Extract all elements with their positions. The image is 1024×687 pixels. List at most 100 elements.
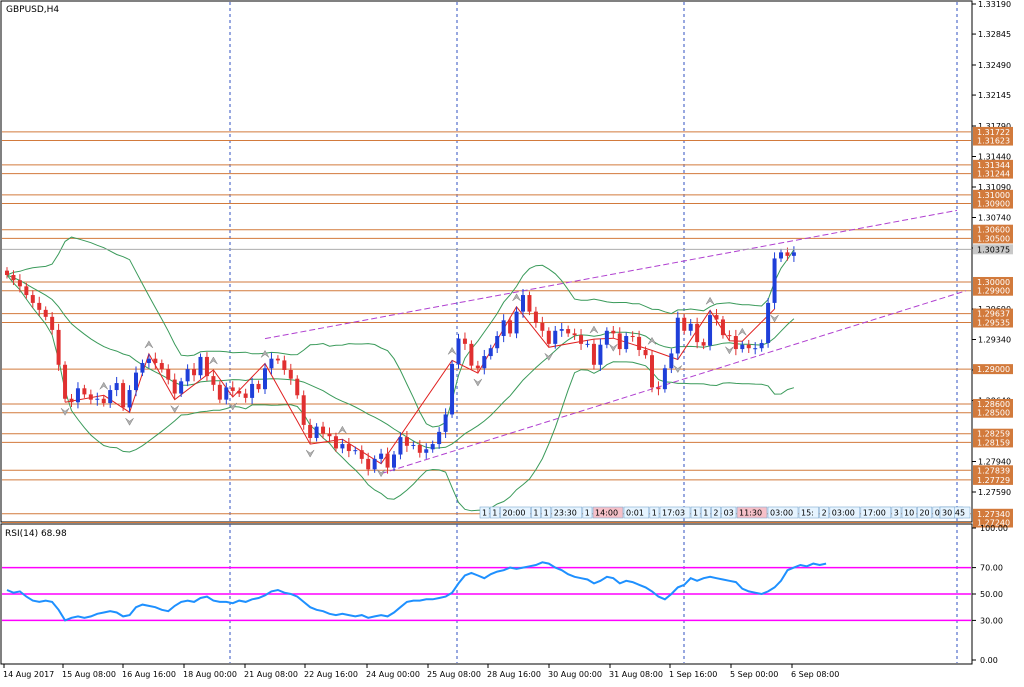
candle-body [740, 344, 745, 350]
level-price-label: 1.31722 [977, 128, 1010, 137]
candle-body [211, 376, 216, 385]
time-tick-label: 1 Sep 16:00 [669, 670, 717, 679]
fractal-up-arrow [705, 296, 715, 305]
channel-lower [380, 290, 967, 475]
level-price-label: 1.28500 [977, 409, 1010, 418]
timeline-box [901, 506, 917, 519]
candle-body [566, 329, 571, 334]
price-tick-label: 1.32145 [978, 91, 1011, 100]
timeline-box [736, 506, 768, 519]
candle-body [675, 317, 680, 354]
timeline-label: 0:01 [626, 509, 644, 518]
fractal-up-arrow [144, 340, 154, 349]
candle-body [108, 390, 113, 404]
timeline-label: 2 [713, 509, 718, 518]
price-tick-label: 1.31090 [978, 183, 1011, 192]
candle-body [24, 286, 29, 296]
time-tick-label: 15 Aug 08:00 [62, 670, 116, 679]
candle-body [327, 433, 332, 437]
level-price-label: 1.31623 [977, 137, 1010, 146]
candle-body [720, 319, 725, 336]
timeline-label: 1 [703, 509, 708, 518]
level-price-label: 1.29900 [977, 287, 1010, 296]
level-price-box [973, 308, 1013, 319]
candle-body [204, 356, 209, 377]
candle-body [63, 364, 68, 399]
level-price-box [973, 398, 1013, 409]
candle-body [75, 388, 80, 403]
level-price-label: 1.28259 [977, 430, 1010, 439]
candle-body [43, 309, 48, 317]
timeline-label: 1 [544, 509, 549, 518]
candle-body [482, 356, 487, 369]
timeline-box [917, 506, 933, 519]
candle-body [172, 379, 177, 394]
candle-body [591, 343, 596, 365]
level-price-box [973, 126, 1013, 137]
fractal-down-arrow [305, 449, 315, 458]
time-tick-label: 21 Aug 08:00 [244, 670, 298, 679]
fractal-up-arrow [512, 293, 521, 302]
level-price-label: 1.27240 [977, 519, 1010, 528]
level-price-label: 1.27340 [977, 510, 1010, 519]
candle-body [450, 363, 455, 415]
time-tick-label: 16 Aug 16:00 [122, 670, 176, 679]
candle-body [727, 335, 732, 337]
candle-body [733, 336, 738, 350]
level-price-label: 1.31344 [977, 161, 1010, 170]
candle-body [88, 394, 93, 400]
timeline-label: 1 [482, 509, 487, 518]
candle-body [785, 252, 790, 256]
timeline-label: 14:00 [595, 509, 618, 518]
candle-body [101, 398, 106, 404]
candle-body [514, 311, 519, 334]
candle-body [385, 453, 390, 468]
fractal-up-arrow [447, 346, 457, 355]
level-price-box [973, 198, 1013, 209]
level-price-box [973, 285, 1013, 296]
candle-body [237, 390, 242, 394]
candle-body [166, 369, 171, 380]
candle-body [443, 414, 448, 432]
timeline-box [700, 506, 711, 519]
candle-body [95, 398, 100, 400]
candle-body [340, 444, 345, 449]
candle-body [250, 383, 255, 398]
candle-body [701, 342, 706, 346]
candle-body [533, 311, 538, 323]
candle-body [333, 436, 338, 449]
timeline-box [690, 506, 701, 519]
candle-body [714, 315, 719, 320]
candle-body [392, 454, 396, 468]
fractal-up-arrow [738, 327, 747, 336]
time-tick-label: 5 Sep 00:00 [730, 670, 778, 679]
fractal-up-arrow [589, 325, 599, 334]
fractal-down-arrow [770, 314, 779, 323]
candle-body [521, 295, 525, 312]
candle-body [495, 336, 500, 349]
candle-body [637, 336, 642, 350]
timeline-label: 17:00 [863, 509, 886, 518]
candle-body [263, 368, 267, 390]
timeline-label: 03:00 [770, 509, 793, 518]
timeline-box [860, 506, 892, 519]
level-price-box [973, 437, 1013, 448]
level-price-label: 1.29637 [977, 310, 1010, 319]
fractal-down-arrow [170, 405, 179, 414]
level-price-box [973, 159, 1013, 170]
time-tick-label: 25 Aug 08:00 [427, 670, 481, 679]
candle-body [288, 370, 293, 379]
candle-body [650, 355, 654, 388]
candle-body [753, 348, 758, 350]
candle-body [295, 378, 300, 396]
time-tick-label: 31 Aug 08:00 [609, 670, 663, 679]
level-price-label: 1.30900 [977, 200, 1010, 209]
fractal-down-arrow [725, 346, 734, 355]
candle-body [579, 335, 584, 344]
level-price-box [973, 233, 1013, 244]
candle-body [624, 336, 629, 350]
candle-body [424, 449, 429, 453]
fractal-down-arrow [544, 353, 554, 361]
